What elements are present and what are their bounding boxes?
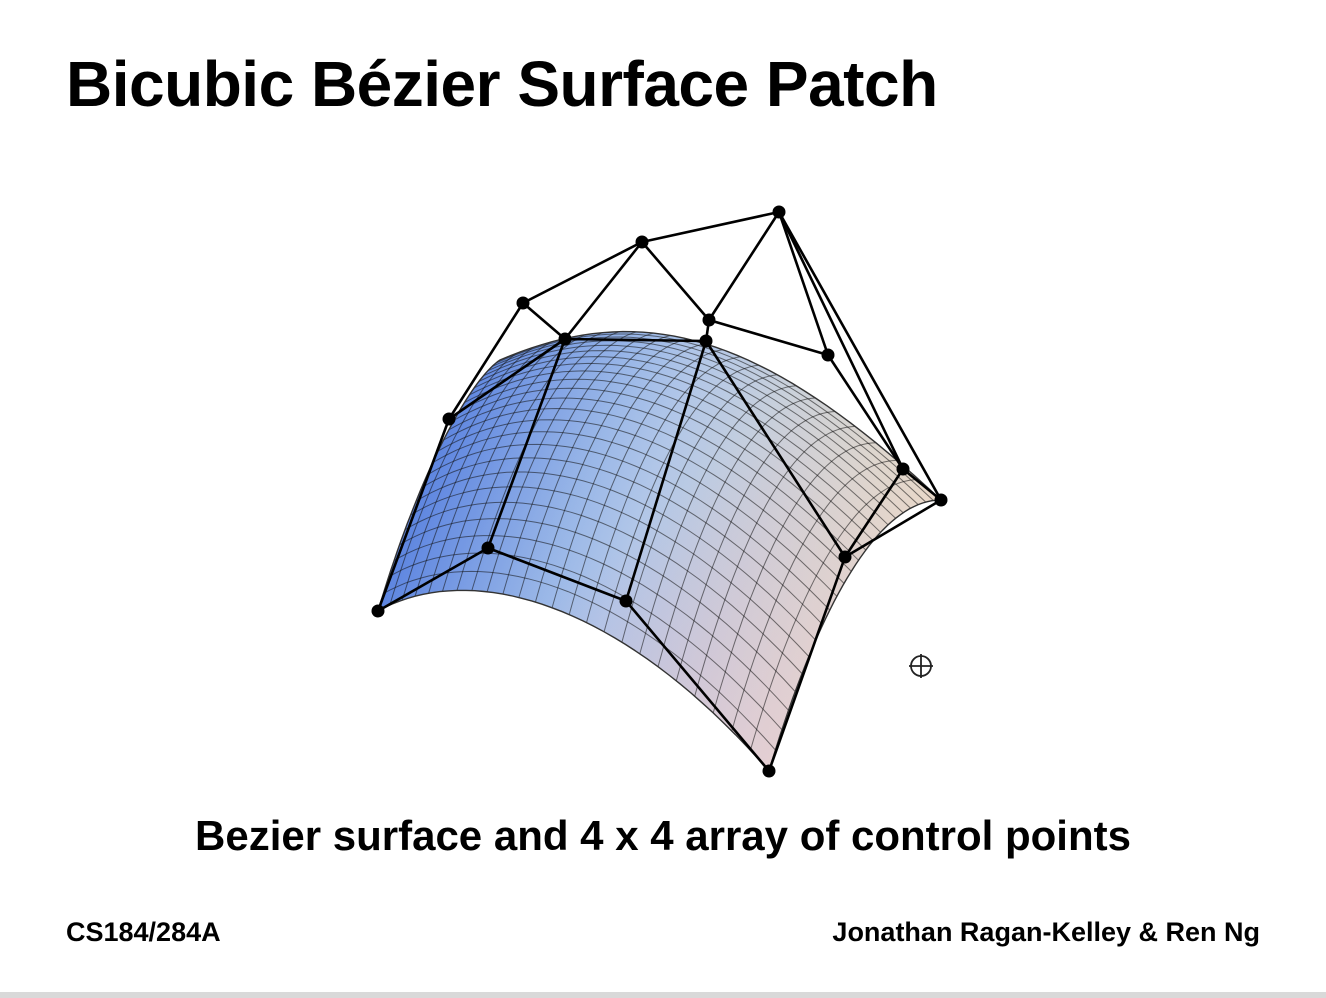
surface-isoline-v <box>464 370 881 533</box>
control-net-edge <box>777 211 943 501</box>
crosshair-icon <box>909 654 933 678</box>
surface-isoline-v <box>443 407 852 572</box>
control-net-edge <box>708 318 829 357</box>
control-net-edge <box>624 340 708 602</box>
control-point <box>635 235 649 249</box>
control-net-edge <box>487 546 627 603</box>
control-net-edge <box>448 337 566 421</box>
control-point <box>699 334 713 348</box>
control-net-edge <box>564 337 707 343</box>
control-points <box>371 205 948 778</box>
control-point <box>442 412 456 426</box>
control-point <box>934 493 948 507</box>
surface-isoline-v <box>473 356 896 519</box>
control-point <box>896 462 910 476</box>
figure-caption: Bezier surface and 4 x 4 array of contro… <box>195 812 1131 859</box>
surface-isoline-v <box>393 535 789 711</box>
control-point <box>516 296 530 310</box>
control-net-edge <box>641 241 710 321</box>
surface-isoline-v <box>478 350 904 514</box>
control-net-edge <box>767 556 847 772</box>
control-net-edge <box>522 302 566 340</box>
control-net-edge <box>777 211 905 470</box>
control-net-edge <box>563 241 644 340</box>
surface-isoline-v <box>410 486 810 657</box>
surface-isoline-v <box>383 570 776 751</box>
control-net-edge <box>522 240 643 305</box>
surface-isoline-v <box>399 518 796 692</box>
surface-grid <box>383 331 934 751</box>
control-net-edge <box>844 498 942 559</box>
surface-isoline-v <box>415 471 817 641</box>
control-net-edge <box>376 418 451 612</box>
control-net-edge <box>625 600 770 772</box>
control-net-edge <box>377 546 489 613</box>
control-point <box>481 541 495 555</box>
surface-isoline-v <box>388 552 783 731</box>
control-point <box>371 604 385 618</box>
surface-isoline-v <box>404 501 803 674</box>
surface-isoline-v <box>448 397 859 561</box>
control-net-edge <box>843 468 905 558</box>
surface-isoline-v <box>453 387 867 551</box>
surface-isoline-v <box>432 431 838 597</box>
authors: Jonathan Ragan-Kelley & Ren Ng <box>832 917 1260 947</box>
control-net-edge <box>777 211 830 356</box>
surface-isoline-v <box>437 419 845 584</box>
surface-isoline-v <box>459 378 874 542</box>
control-point <box>558 332 572 346</box>
control-net <box>376 210 943 772</box>
bottom-divider <box>0 992 1326 998</box>
control-point <box>762 764 776 778</box>
surface-isoline-v <box>469 362 889 526</box>
control-net-edge <box>707 211 781 321</box>
control-net-edge <box>486 338 567 549</box>
control-point <box>772 205 786 219</box>
control-point <box>702 313 716 327</box>
surface-shade <box>378 331 941 771</box>
surface-isoline-v <box>426 443 831 611</box>
control-net-edge <box>902 467 942 502</box>
control-net-edge <box>447 302 525 420</box>
control-net-edge <box>826 354 905 470</box>
control-point <box>838 550 852 564</box>
slide-title: Bicubic Bézier Surface Patch <box>66 48 938 120</box>
control-point <box>619 594 633 608</box>
control-net-edge <box>704 340 847 558</box>
surface-isoline-v <box>421 457 824 626</box>
control-point <box>821 348 835 362</box>
course-code: CS184/284A <box>66 917 221 947</box>
control-net-edge <box>641 210 780 244</box>
surface-patch <box>376 330 943 773</box>
